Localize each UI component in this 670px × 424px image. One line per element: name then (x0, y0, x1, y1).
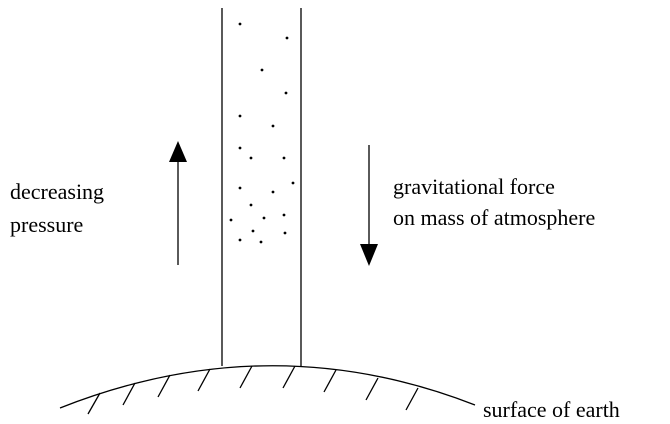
label: surface of earth (483, 397, 620, 422)
label: on mass of atmosphere (393, 205, 595, 230)
label: pressure (10, 212, 83, 237)
down-arrow (360, 145, 378, 266)
label: gravitational force (393, 174, 555, 199)
label: decreasing (10, 179, 104, 204)
up-arrow (169, 141, 187, 265)
earth-surface (59, 365, 476, 415)
air-particles (229, 22, 295, 244)
